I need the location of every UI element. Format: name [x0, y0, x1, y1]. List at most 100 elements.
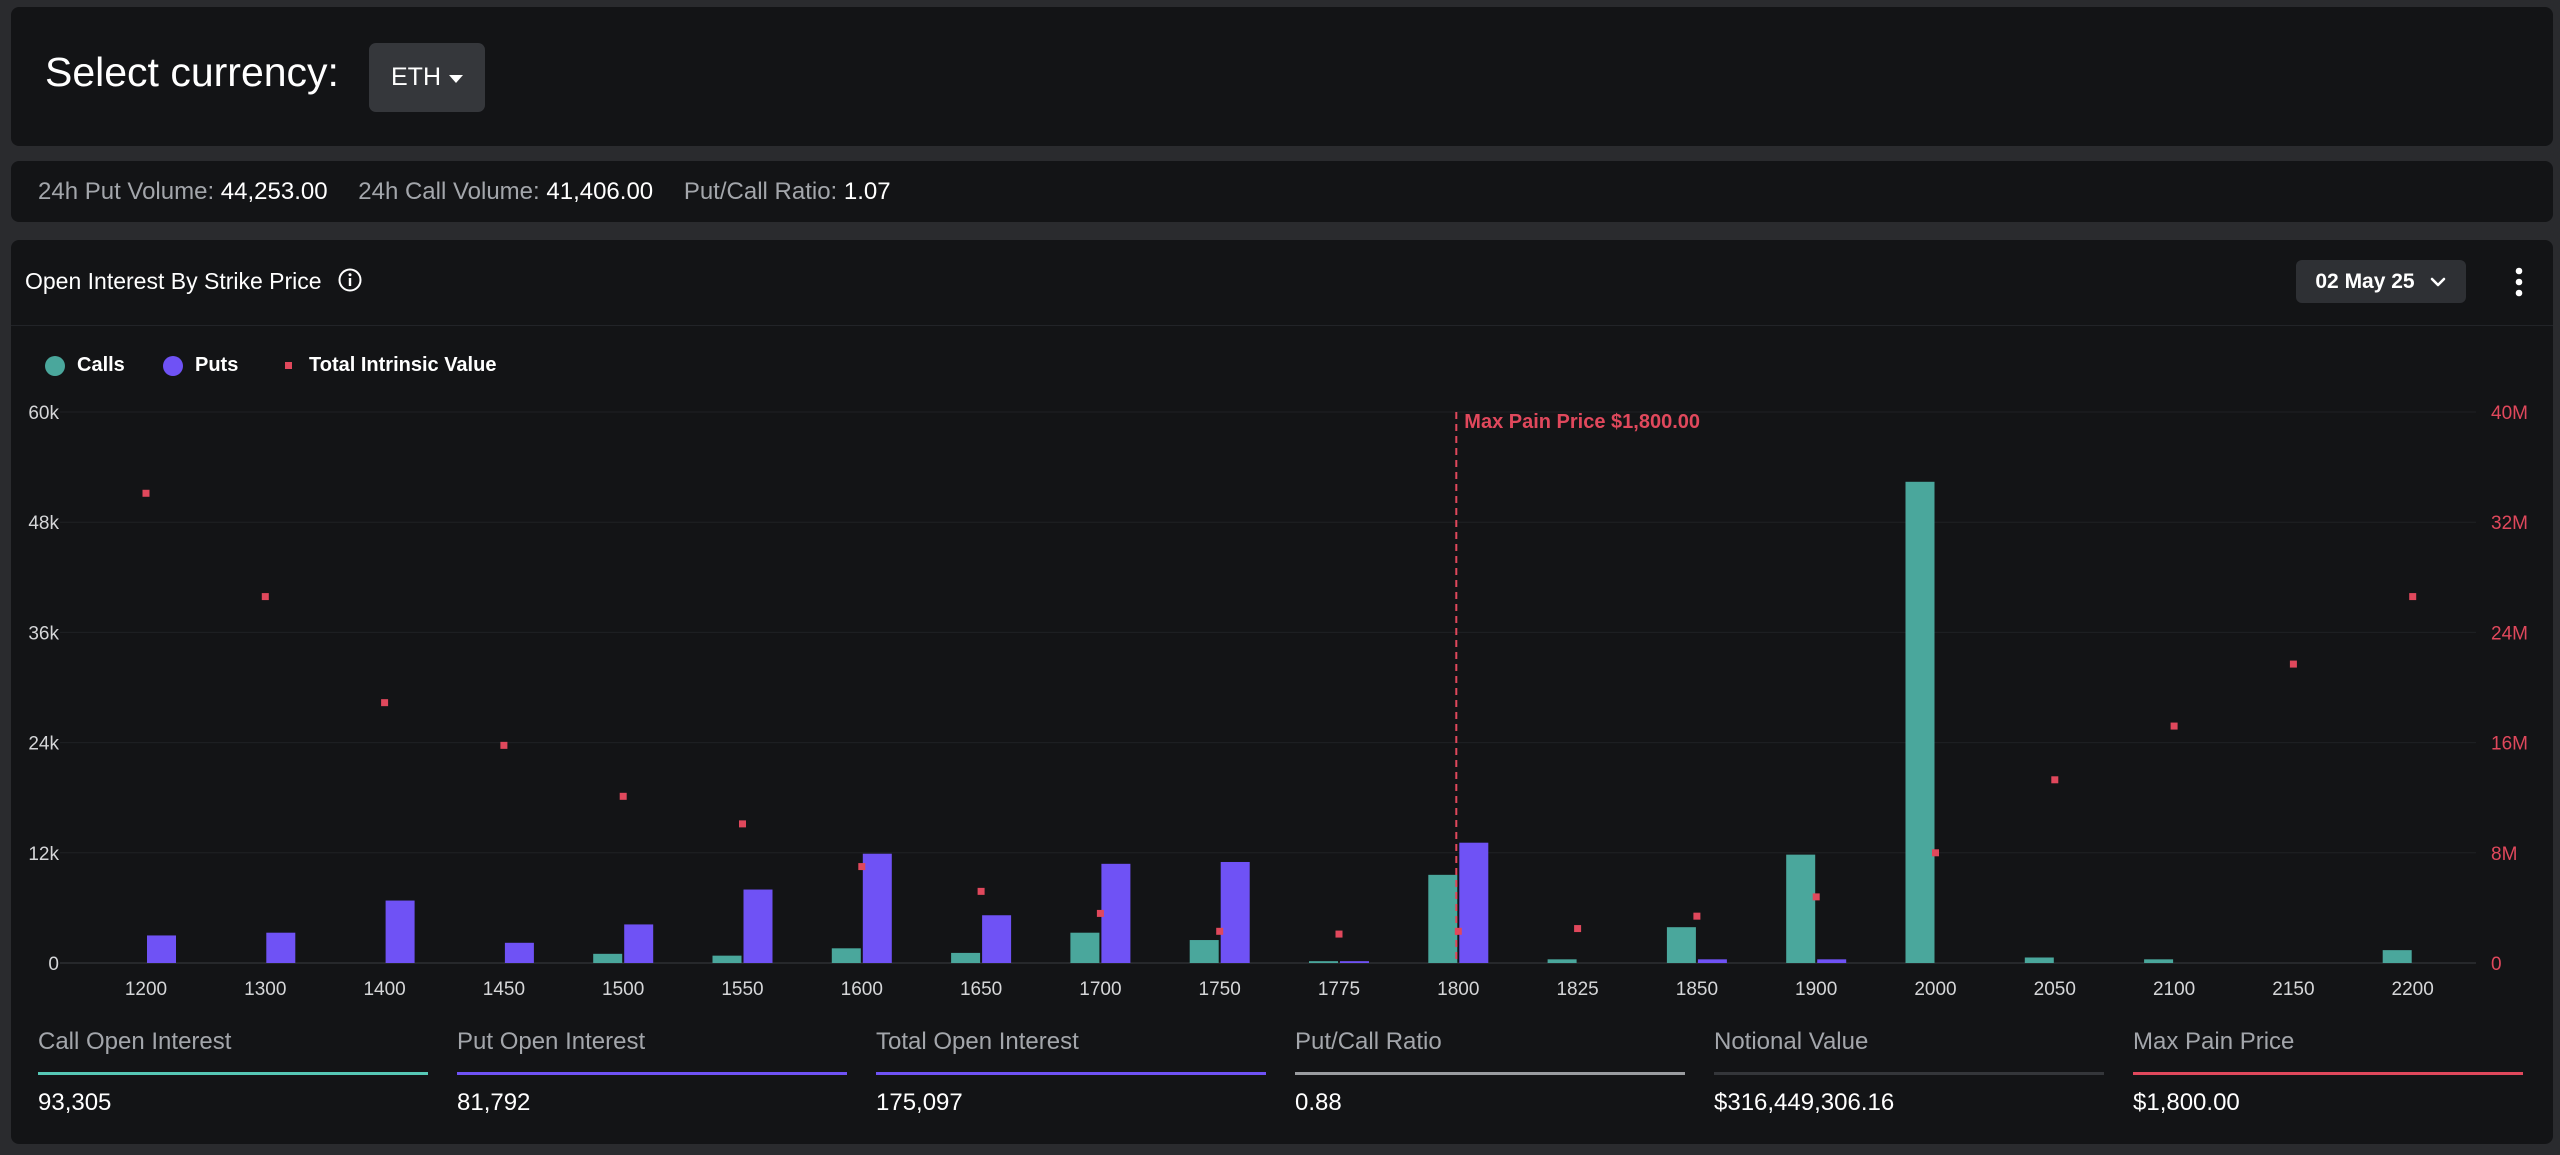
intrinsic-value-point [1693, 912, 1701, 920]
metric-label: Put Open Interest [457, 1028, 646, 1055]
metric-card: Notional Value $316,449,306.16 [1714, 1028, 2104, 1117]
calls-bar [2382, 950, 2412, 963]
card-header: Open Interest By Strike Price 02 May 25 [11, 240, 2553, 326]
ratio-label: Put/Call Ratio: [683, 178, 838, 205]
calls-bar [1547, 959, 1577, 963]
open-interest-card: Open Interest By Strike Price 02 May 25 … [11, 240, 2553, 1144]
expiry-date-dropdown[interactable]: 02 May 25 [2296, 260, 2466, 303]
metric-value: 93,305 [38, 1089, 112, 1116]
y-left-tick-label: 12k [28, 844, 59, 865]
calls-bar [1189, 940, 1219, 963]
chevron-down-icon [2430, 277, 2445, 286]
metric-underline [1714, 1072, 2104, 1075]
calls-bar [1786, 854, 1816, 963]
metric-card: Max Pain Price $1,800.00 [2133, 1028, 2523, 1117]
y-left-tick-label: 48k [28, 513, 59, 534]
ratio-value: 1.07 [843, 178, 891, 205]
x-tick-label: 1400 [363, 979, 405, 1000]
metric-underline [876, 1072, 1266, 1075]
y-left-tick-label: 60k [28, 403, 59, 424]
intrinsic-value-point [2051, 776, 2059, 784]
metric-card: Put Open Interest 81,792 [457, 1028, 847, 1117]
intrinsic-value-point [2409, 593, 2417, 601]
metric-underline [38, 1072, 428, 1075]
legend-calls-label: Calls [77, 354, 125, 376]
metric-underline [1295, 1072, 1685, 1075]
intrinsic-value-point [977, 887, 985, 895]
y-right-tick-label: 32M [2491, 513, 2528, 534]
legend-puts[interactable]: Puts [163, 354, 238, 377]
card-title: Open Interest By Strike Price [25, 268, 322, 294]
intrinsic-value-point [1335, 930, 1343, 938]
x-tick-label: 1300 [244, 979, 286, 1000]
currency-value: ETH [391, 63, 441, 91]
metric-label: Call Open Interest [38, 1028, 232, 1055]
intrinsic-value-point [1574, 925, 1582, 933]
calls-bar [1905, 481, 1935, 963]
legend-calls-marker [45, 355, 65, 376]
x-tick-label: 1750 [1199, 979, 1241, 1000]
call-volume-value: 41,406.00 [546, 178, 654, 205]
x-tick-label: 2050 [2034, 979, 2076, 1000]
x-tick-label: 1900 [1795, 979, 1837, 1000]
more-vertical-icon [2515, 267, 2523, 297]
y-right-tick-label: 8M [2491, 844, 2517, 865]
intrinsic-value-point [858, 863, 866, 871]
y-left-tick-label: 0 [48, 954, 59, 975]
expiry-date-value: 02 May 25 [2315, 269, 2415, 293]
legend-intrinsic[interactable]: Total Intrinsic Value [285, 354, 496, 377]
currency-dropdown[interactable]: ETH [369, 43, 485, 112]
x-tick-label: 2150 [2272, 979, 2314, 1000]
legend-intrinsic-marker [285, 362, 292, 369]
currency-label: Select currency: [45, 49, 339, 95]
metric-label: Notional Value [1714, 1028, 1869, 1055]
intrinsic-value-point [1812, 893, 1820, 901]
metric-underline [2133, 1072, 2523, 1075]
calls-bar [593, 953, 623, 963]
intrinsic-value-point [2289, 660, 2297, 668]
intrinsic-value-point [142, 489, 150, 497]
info-icon[interactable] [337, 267, 363, 293]
y-left-tick-label: 24k [28, 734, 59, 755]
metric-underline [457, 1072, 847, 1075]
puts-bar [1220, 861, 1250, 963]
x-tick-label: 1700 [1079, 979, 1121, 1000]
puts-bar [1817, 959, 1847, 963]
stats-row: 24h Put Volume: 44,253.00 24h Call Volum… [38, 178, 915, 206]
puts-bar [147, 935, 176, 963]
metric-value: 81,792 [457, 1089, 531, 1116]
x-tick-label: 1550 [721, 979, 763, 1000]
puts-bar [743, 889, 773, 963]
currency-panel: Select currency: ETH [11, 7, 2553, 146]
calls-bar [2024, 957, 2054, 963]
x-tick-label: 1650 [960, 979, 1002, 1000]
puts-bar [266, 932, 296, 963]
x-tick-label: 1600 [841, 979, 883, 1000]
y-right-tick-label: 0 [2491, 954, 2502, 975]
metric-label: Max Pain Price [2133, 1028, 2295, 1055]
legend-calls[interactable]: Calls [45, 354, 125, 377]
put-volume-label: 24h Put Volume: [38, 178, 215, 205]
intrinsic-value-point [1932, 849, 1939, 857]
metric-label: Total Open Interest [876, 1028, 1079, 1055]
more-menu-button[interactable] [2503, 264, 2535, 300]
puts-bar [1459, 842, 1489, 963]
intrinsic-value-point [500, 741, 508, 749]
intrinsic-value-point [619, 792, 627, 800]
intrinsic-value-point [739, 820, 746, 828]
x-tick-label: 1850 [1676, 979, 1718, 1000]
x-tick-label: 1450 [483, 979, 525, 1000]
metric-value: $1,800.00 [2133, 1089, 2240, 1116]
legend-intrinsic-label: Total Intrinsic Value [309, 354, 497, 376]
x-tick-label: 1800 [1437, 979, 1479, 1000]
metric-card: Total Open Interest 175,097 [876, 1028, 1266, 1117]
y-right-tick-label: 24M [2491, 623, 2528, 644]
metric-card: Call Open Interest 93,305 [38, 1028, 428, 1117]
puts-bar [504, 942, 534, 963]
y-right-tick-label: 16M [2491, 734, 2528, 755]
calls-bar [1309, 961, 1338, 963]
intrinsic-value-point [1096, 909, 1104, 917]
puts-bar [624, 924, 654, 963]
y-right-tick-label: 40M [2491, 403, 2528, 424]
puts-bar [1340, 961, 1369, 963]
